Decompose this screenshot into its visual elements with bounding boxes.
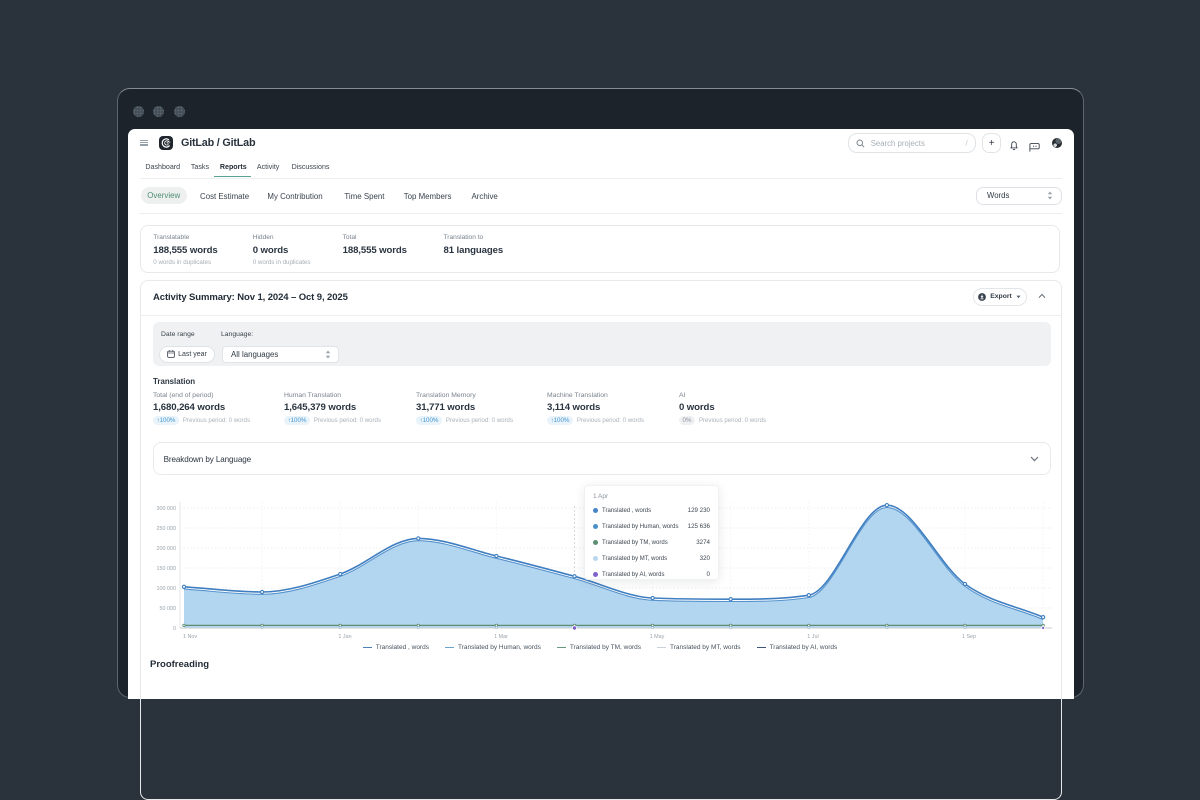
svg-text:1 Jul: 1 Jul (807, 634, 818, 640)
svg-text:0: 0 (173, 626, 176, 632)
svg-text:1 Jan: 1 Jan (338, 634, 351, 640)
svg-text:1 Nov: 1 Nov (183, 634, 197, 640)
svg-text:50 000: 50 000 (160, 606, 177, 612)
svg-text:250 000: 250 000 (157, 526, 177, 532)
svg-text:1 Sep: 1 Sep (962, 634, 976, 640)
svg-text:150 000: 150 000 (157, 566, 177, 572)
svg-text:1 Mar: 1 Mar (494, 634, 508, 640)
svg-text:300 000: 300 000 (157, 506, 177, 512)
svg-text:1 May: 1 May (650, 634, 665, 640)
svg-text:100 000: 100 000 (157, 586, 177, 592)
svg-text:200 000: 200 000 (157, 546, 177, 552)
